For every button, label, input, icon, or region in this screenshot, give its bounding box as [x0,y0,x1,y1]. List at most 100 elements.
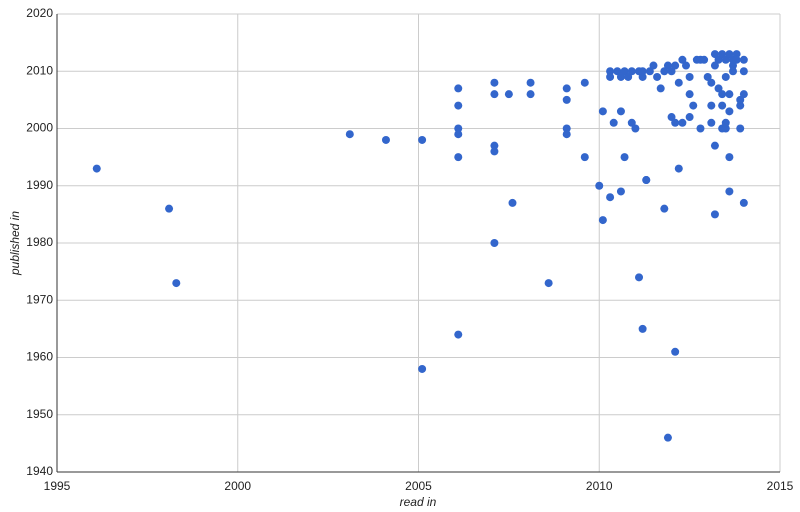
point [710,50,719,59]
point [490,147,499,156]
point [725,50,734,59]
point [606,193,615,202]
y-tick-label: 1940 [26,464,53,478]
point [718,90,727,99]
point [381,135,390,144]
point [656,84,665,93]
y-tick-label: 1980 [26,235,53,249]
point [671,61,680,70]
x-axis-title: read in [400,495,437,509]
point [725,187,734,196]
point [718,50,727,59]
y-tick-label: 2010 [26,63,53,77]
x-tick-label: 2010 [586,479,613,493]
point [595,181,604,190]
point [739,90,748,99]
y-axis-title: published in [8,211,22,276]
point [454,84,463,93]
point [490,90,499,99]
point [660,204,669,213]
point [645,67,654,76]
point [616,187,625,196]
point [508,198,517,207]
point [544,279,553,288]
point [663,61,672,70]
point [736,101,745,110]
point [682,61,691,70]
point [613,67,622,76]
point [678,118,687,127]
point [674,164,683,173]
point [598,107,607,116]
point [685,90,694,99]
point [598,216,607,225]
point [92,164,101,173]
point [165,204,174,213]
point [660,67,669,76]
point [700,55,709,64]
point [678,55,687,64]
point [616,107,625,116]
point [490,78,499,87]
point [642,176,651,185]
point [667,113,676,122]
point [504,90,513,99]
point [732,55,741,64]
point [638,67,647,76]
point [345,130,354,139]
point [526,78,535,87]
point [620,67,629,76]
y-tick-label: 1990 [26,178,53,192]
point [725,90,734,99]
point [721,72,730,81]
point [710,61,719,70]
point [627,118,636,127]
point [454,330,463,339]
point [707,118,716,127]
point [663,433,672,442]
point [418,364,427,373]
x-tick-label: 2015 [767,479,794,493]
point [653,72,662,81]
point [562,95,571,104]
point [624,72,633,81]
point [671,118,680,127]
x-tick-label: 2000 [224,479,251,493]
point [671,347,680,356]
y-tick-label: 1970 [26,292,53,306]
point [707,101,716,110]
point [638,72,647,81]
point [725,153,734,162]
point [714,84,723,93]
point [562,124,571,133]
point [729,67,738,76]
y-tick-label: 2000 [26,121,53,135]
point [710,141,719,150]
point [172,279,181,288]
point [685,113,694,122]
point [725,107,734,116]
point [739,67,748,76]
point [721,124,730,133]
point [739,55,748,64]
point [454,101,463,110]
point [703,72,712,81]
point [732,50,741,59]
point [739,198,748,207]
point [714,55,723,64]
point [718,101,727,110]
point [736,124,745,133]
point [729,61,738,70]
point [707,78,716,87]
point [721,118,730,127]
point [631,124,640,133]
point [710,210,719,219]
point [418,135,427,144]
point [454,130,463,139]
x-tick-label: 1995 [44,479,71,493]
point [736,95,745,104]
point [609,118,618,127]
point [562,130,571,139]
point [580,153,589,162]
